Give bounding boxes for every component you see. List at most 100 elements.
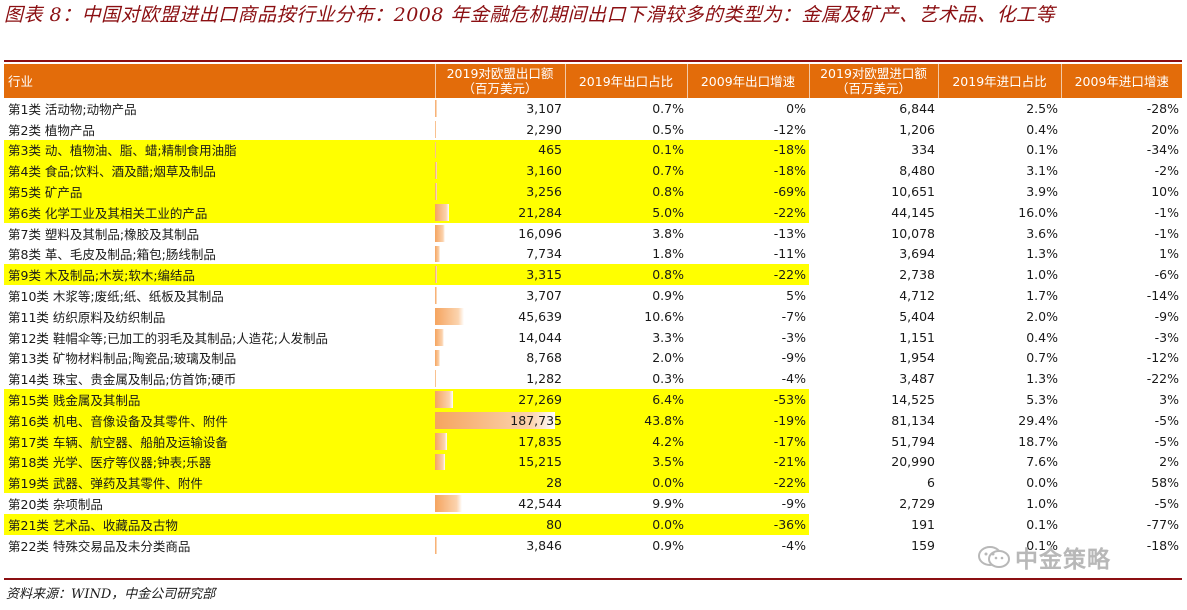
row-export-share: 5.0% xyxy=(565,201,687,223)
row-import-share: 18.7% xyxy=(938,430,1061,452)
trade-table: 行业 2019对欧盟出口额（百万美元） 2019年出口占比 2009年出口增速 … xyxy=(4,64,1182,556)
row-export-growth: -4% xyxy=(781,537,806,553)
export-share-bar xyxy=(435,287,438,304)
row-import-growth: -2% xyxy=(1061,160,1182,182)
row-export-growth: -9% xyxy=(781,350,806,366)
row-import-growth: -6% xyxy=(1061,264,1182,286)
row-import-value: 8,480 xyxy=(809,160,938,182)
row-import-growth: -5% xyxy=(1061,430,1182,452)
row-export-growth: -53% xyxy=(687,389,809,410)
row-import-growth: -14% xyxy=(1146,288,1179,304)
row-import-share: 1.0% xyxy=(1026,496,1058,512)
export-share-bar xyxy=(435,432,447,450)
row-export-growth: -19% xyxy=(687,409,809,431)
row-export-growth: -18% xyxy=(687,139,809,161)
table-row: 第4类 食品;饮料、酒及醋;烟草及制品 3,160 0.7% -18% 8,480 3.1… xyxy=(4,160,1182,182)
row-export-growth: -17% xyxy=(687,430,809,452)
watermark: 中金策略 xyxy=(977,540,1111,574)
row-export-value: 3,707 xyxy=(435,285,565,306)
export-share-bar xyxy=(435,536,438,554)
export-share-bar xyxy=(435,453,445,471)
row-import-growth: -22% xyxy=(1146,371,1179,387)
row-export-growth: -22% xyxy=(687,201,809,223)
export-share-bar xyxy=(435,391,453,408)
row-export-growth: -4% xyxy=(781,371,806,387)
row-export-value: 3,846 xyxy=(435,535,565,556)
row-export-share: 0.0% xyxy=(565,472,687,494)
row-import-growth: 58% xyxy=(1061,472,1182,494)
row-import-value: 1,206 xyxy=(899,121,935,137)
row-import-growth: 3% xyxy=(1061,389,1182,410)
row-name: 第13类 矿物材料制品;陶瓷品;玻璃及制品 xyxy=(8,351,237,367)
row-import-share: 2.0% xyxy=(1026,308,1058,324)
table-row: 第20类 杂项制品 42,544 9.9% -9% 2,729 1.0% -5% xyxy=(4,493,1182,514)
row-export-growth: -22% xyxy=(687,472,809,494)
export-share-bar xyxy=(435,495,463,512)
row-import-share: 3.9% xyxy=(938,181,1061,202)
row-import-share: 0.7% xyxy=(1026,350,1058,366)
export-share-bar xyxy=(435,162,437,180)
row-import-share: 1.0% xyxy=(938,264,1061,286)
row-export-value: 80 xyxy=(435,513,565,535)
row-export-growth: -11% xyxy=(773,246,806,262)
export-share-bar xyxy=(435,370,436,388)
row-export-share: 2.0% xyxy=(652,350,684,366)
row-import-value: 2,729 xyxy=(899,496,935,512)
row-import-value: 14,525 xyxy=(809,389,938,410)
export-share-bar xyxy=(435,183,438,200)
row-export-value: 21,284 xyxy=(435,201,565,223)
row-import-growth: 1% xyxy=(1159,246,1179,262)
table-row: 第14类 珠宝、贵金属及制品;仿首饰;硬币 1,282 0.3% -4% 3,487 1.… xyxy=(4,368,1182,389)
row-import-growth: 20% xyxy=(1151,121,1179,137)
row-import-share: 0.4% xyxy=(1026,329,1058,345)
row-name: 第19类 武器、弹药及其零件、附件 xyxy=(4,472,435,494)
title-rule xyxy=(4,60,1182,62)
header-import-value: 2019对欧盟进口额（百万美元） xyxy=(809,64,939,98)
export-value-text: 27,269 xyxy=(518,392,562,408)
row-export-value: 1,282 xyxy=(435,368,565,389)
row-name: 第20类 杂项制品 xyxy=(8,497,103,513)
row-export-share: 0.5% xyxy=(652,121,684,137)
row-import-value: 3,694 xyxy=(899,246,935,262)
row-export-value: 2,290 xyxy=(435,119,565,140)
row-import-share: 1.3% xyxy=(1026,246,1058,262)
row-import-growth: -3% xyxy=(1154,329,1179,345)
row-name: 第11类 纺织原料及纺织制品 xyxy=(8,309,166,325)
row-import-value: 5,404 xyxy=(899,308,935,324)
row-import-value: 1,151 xyxy=(899,329,935,345)
export-value-text: 2,290 xyxy=(526,121,562,137)
row-import-share: 0.1% xyxy=(1026,537,1058,553)
row-import-growth: 2% xyxy=(1061,451,1182,473)
row-import-value: 2,738 xyxy=(809,264,938,286)
export-value-text: 3,256 xyxy=(526,184,562,200)
row-import-growth: 10% xyxy=(1061,181,1182,202)
row-export-share: 10.6% xyxy=(644,308,684,324)
export-value-text: 16,096 xyxy=(518,225,562,241)
row-import-share: 0.1% xyxy=(938,139,1061,161)
row-export-growth: -21% xyxy=(687,451,809,473)
row-import-growth: -5% xyxy=(1154,496,1179,512)
row-export-growth: -7% xyxy=(781,308,806,324)
export-value-text: 187,735 xyxy=(510,412,562,428)
row-import-value: 3,487 xyxy=(899,371,935,387)
row-import-share: 29.4% xyxy=(938,409,1061,431)
row-import-growth: -1% xyxy=(1154,225,1179,241)
export-value-text: 3,315 xyxy=(526,267,562,283)
export-value-text: 3,107 xyxy=(526,100,562,116)
export-value-text: 3,846 xyxy=(526,537,562,553)
figure-title: 图表 8：中国对欧盟进出口商品按行业分布：2008 年金融危机期间出口下滑较多的… xyxy=(4,4,1056,26)
table-row: 第5类 矿产品 3,256 0.8% -69% 10,651 3.9% 10% xyxy=(4,181,1182,202)
row-name: 第8类 革、毛皮及制品;箱包;肠线制品 xyxy=(8,247,216,263)
row-export-share: 0.9% xyxy=(652,537,684,553)
row-name: 第6类 化学工业及其相关工业的产品 xyxy=(4,201,435,223)
table-row: 第17类 车辆、航空器、船舶及运输设备 17,835 4.2% -17% 51,794 1… xyxy=(4,430,1182,452)
row-export-share: 4.2% xyxy=(565,430,687,452)
row-name: 第21类 艺术品、收藏品及古物 xyxy=(4,513,435,535)
export-share-bar xyxy=(435,328,445,346)
row-import-growth: -18% xyxy=(1146,537,1179,553)
row-import-value: 10,078 xyxy=(891,225,935,241)
export-value-text: 3,160 xyxy=(526,163,562,179)
table-row: 第13类 矿物材料制品;陶瓷品;玻璃及制品 8,768 2.0% -9% 1,954 0.… xyxy=(4,348,1182,369)
row-export-growth: -18% xyxy=(687,160,809,182)
header-industry: 行业 xyxy=(4,64,436,98)
